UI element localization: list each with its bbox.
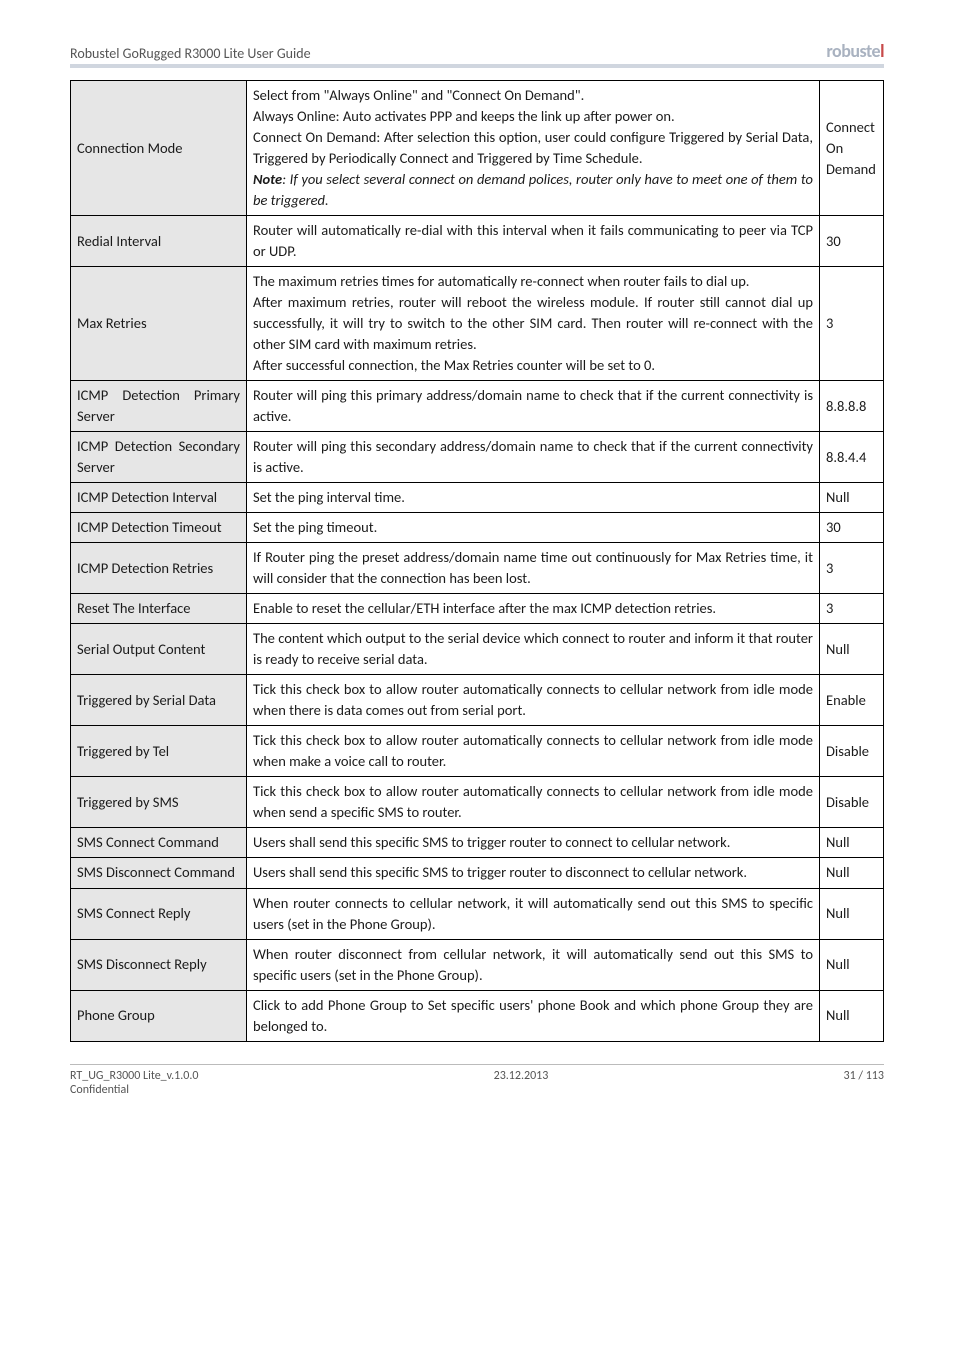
- param-default: 3: [820, 267, 884, 381]
- param-label: SMS Disconnect Command: [71, 858, 247, 888]
- param-description: Router will ping this secondary address/…: [247, 432, 820, 483]
- table-row: SMS Disconnect ReplyWhen router disconne…: [71, 939, 884, 990]
- page-header: Robustel GoRugged R3000 Lite User Guide …: [70, 40, 884, 68]
- param-description: Users shall send this specific SMS to tr…: [247, 828, 820, 858]
- param-label: ICMP Detection Retries: [71, 543, 247, 594]
- param-default: Disable: [820, 777, 884, 828]
- param-default: 8.8.4.4: [820, 432, 884, 483]
- param-default: 3: [820, 543, 884, 594]
- table-row: ICMP Detection Primary ServerRouter will…: [71, 381, 884, 432]
- table-row: Max RetriesThe maximum retries times for…: [71, 267, 884, 381]
- param-default: Null: [820, 858, 884, 888]
- spec-table: Connection ModeSelect from "Always Onlin…: [70, 80, 884, 1042]
- param-default: Null: [820, 939, 884, 990]
- param-description: Users shall send this specific SMS to tr…: [247, 858, 820, 888]
- param-label: Triggered by Serial Data: [71, 675, 247, 726]
- table-row: Triggered by Serial DataTick this check …: [71, 675, 884, 726]
- param-description: Tick this check box to allow router auto…: [247, 675, 820, 726]
- param-default: 3: [820, 594, 884, 624]
- table-row: ICMP Detection TimeoutSet the ping timeo…: [71, 513, 884, 543]
- page-footer: RT_UG_R3000 Lite_v.1.0.0 Confidential 23…: [70, 1064, 884, 1097]
- table-row: Redial IntervalRouter will automatically…: [71, 216, 884, 267]
- param-default: 30: [820, 216, 884, 267]
- table-row: SMS Connect CommandUsers shall send this…: [71, 828, 884, 858]
- param-description: Enable to reset the cellular/ETH interfa…: [247, 594, 820, 624]
- footer-doc-id: RT_UG_R3000 Lite_v.1.0.0: [70, 1069, 198, 1083]
- param-default: Enable: [820, 675, 884, 726]
- param-description: Router will automatically re-dial with t…: [247, 216, 820, 267]
- param-description: Tick this check box to allow router auto…: [247, 726, 820, 777]
- param-label: SMS Connect Reply: [71, 888, 247, 939]
- param-description: Set the ping interval time.: [247, 483, 820, 513]
- param-label: ICMP Detection Interval: [71, 483, 247, 513]
- param-description: When router disconnect from cellular net…: [247, 939, 820, 990]
- header-title: Robustel GoRugged R3000 Lite User Guide: [70, 45, 311, 62]
- param-default: Disable: [820, 726, 884, 777]
- param-description: Set the ping timeout.: [247, 513, 820, 543]
- table-row: Triggered by SMSTick this check box to a…: [71, 777, 884, 828]
- param-description: If Router ping the preset address/domain…: [247, 543, 820, 594]
- param-label: Triggered by SMS: [71, 777, 247, 828]
- param-label: ICMP Detection Timeout: [71, 513, 247, 543]
- param-default: Null: [820, 888, 884, 939]
- param-label: Phone Group: [71, 990, 247, 1041]
- param-label: SMS Disconnect Reply: [71, 939, 247, 990]
- table-row: ICMP Detection RetriesIf Router ping the…: [71, 543, 884, 594]
- param-description: The maximum retries times for automatica…: [247, 267, 820, 381]
- header-logo: robustel: [826, 40, 884, 62]
- param-description: When router connects to cellular network…: [247, 888, 820, 939]
- param-label: Reset The Interface: [71, 594, 247, 624]
- table-row: Triggered by TelTick this check box to a…: [71, 726, 884, 777]
- param-default: Connect On Demand: [820, 81, 884, 216]
- page: Robustel GoRugged R3000 Lite User Guide …: [0, 0, 954, 1127]
- param-default: 30: [820, 513, 884, 543]
- param-label: Max Retries: [71, 267, 247, 381]
- param-label: ICMP Detection Secondary Server: [71, 432, 247, 483]
- param-description: The content which output to the serial d…: [247, 624, 820, 675]
- footer-confidential: Confidential: [70, 1083, 129, 1097]
- param-label: Serial Output Content: [71, 624, 247, 675]
- param-label: Redial Interval: [71, 216, 247, 267]
- logo-text-left: robuste: [826, 40, 880, 62]
- logo-text-right: l: [880, 40, 884, 62]
- param-description: Router will ping this primary address/do…: [247, 381, 820, 432]
- table-row: Connection ModeSelect from "Always Onlin…: [71, 81, 884, 216]
- table-row: Reset The InterfaceEnable to reset the c…: [71, 594, 884, 624]
- table-row: SMS Connect ReplyWhen router connects to…: [71, 888, 884, 939]
- param-default: 8.8.8.8: [820, 381, 884, 432]
- table-row: ICMP Detection Secondary ServerRouter wi…: [71, 432, 884, 483]
- param-default: Null: [820, 483, 884, 513]
- param-label: Connection Mode: [71, 81, 247, 216]
- table-row: Phone GroupClick to add Phone Group to S…: [71, 990, 884, 1041]
- param-description: Click to add Phone Group to Set specific…: [247, 990, 820, 1041]
- param-description: Select from "Always Online" and "Connect…: [247, 81, 820, 216]
- param-default: Null: [820, 990, 884, 1041]
- param-default: Null: [820, 624, 884, 675]
- param-label: SMS Connect Command: [71, 828, 247, 858]
- param-label: ICMP Detection Primary Server: [71, 381, 247, 432]
- footer-date: 23.12.2013: [494, 1069, 549, 1097]
- param-label: Triggered by Tel: [71, 726, 247, 777]
- table-row: ICMP Detection IntervalSet the ping inte…: [71, 483, 884, 513]
- footer-page-number: 31 / 113: [844, 1069, 884, 1097]
- param-default: Null: [820, 828, 884, 858]
- param-description: Tick this check box to allow router auto…: [247, 777, 820, 828]
- table-row: SMS Disconnect CommandUsers shall send t…: [71, 858, 884, 888]
- footer-left: RT_UG_R3000 Lite_v.1.0.0 Confidential: [70, 1069, 198, 1097]
- table-row: Serial Output ContentThe content which o…: [71, 624, 884, 675]
